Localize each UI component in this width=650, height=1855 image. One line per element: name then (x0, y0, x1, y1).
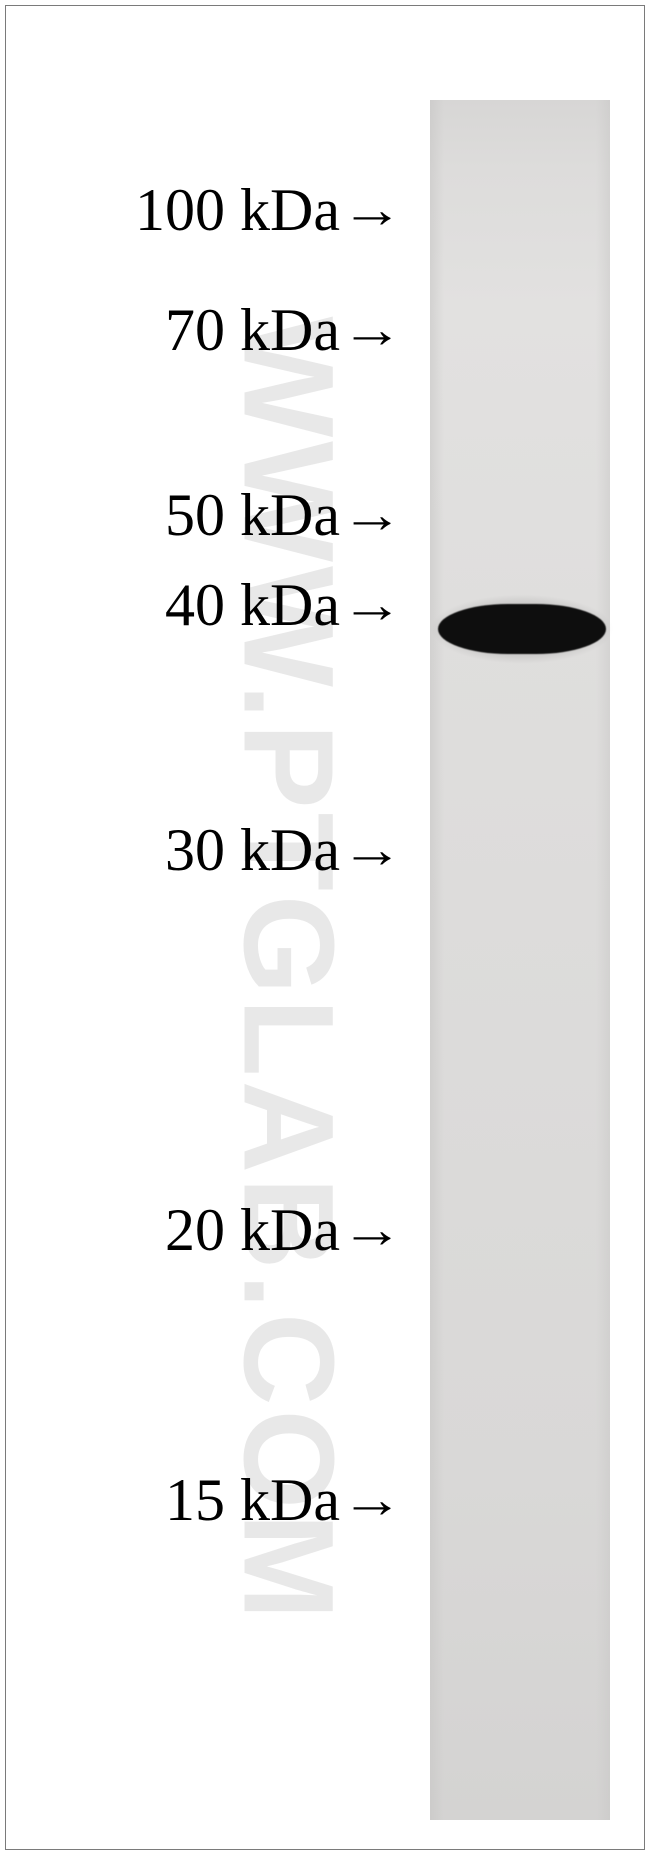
arrow-right-icon: → (341, 486, 403, 545)
blot-band (438, 604, 606, 654)
blot-lane-edge-left (430, 100, 444, 1820)
ladder-label: 20 kDa (165, 1196, 340, 1265)
ladder-label: 50 kDa (165, 481, 340, 550)
blot-lane-background (430, 100, 610, 1820)
ladder-marker-15kda: 15 kDa → (38, 1464, 398, 1536)
ladder-marker-70kda: 70 kDa → (38, 294, 398, 366)
ladder-label: 15 kDa (165, 1466, 340, 1535)
arrow-right-icon: → (341, 301, 403, 360)
ladder-label: 40 kDa (165, 571, 340, 640)
ladder-label: 30 kDa (165, 816, 340, 885)
ladder-marker-20kda: 20 kDa → (38, 1194, 398, 1266)
ladder-label: 70 kDa (165, 296, 340, 365)
blot-lane (430, 100, 610, 1820)
ladder-marker-100kda: 100 kDa → (38, 174, 398, 246)
ladder-marker-40kda: 40 kDa → (38, 569, 398, 641)
western-blot-figure: WWW.PTGLAB.COM 100 kDa → 70 kDa → 50 kDa… (0, 0, 650, 1855)
arrow-right-icon: → (341, 181, 403, 240)
ladder-label: 100 kDa (135, 176, 340, 245)
arrow-right-icon: → (341, 1201, 403, 1260)
arrow-right-icon: → (341, 1471, 403, 1530)
blot-lane-edge-right (596, 100, 610, 1820)
arrow-right-icon: → (341, 576, 403, 635)
ladder-marker-50kda: 50 kDa → (38, 479, 398, 551)
arrow-right-icon: → (341, 821, 403, 880)
ladder-marker-30kda: 30 kDa → (38, 814, 398, 886)
